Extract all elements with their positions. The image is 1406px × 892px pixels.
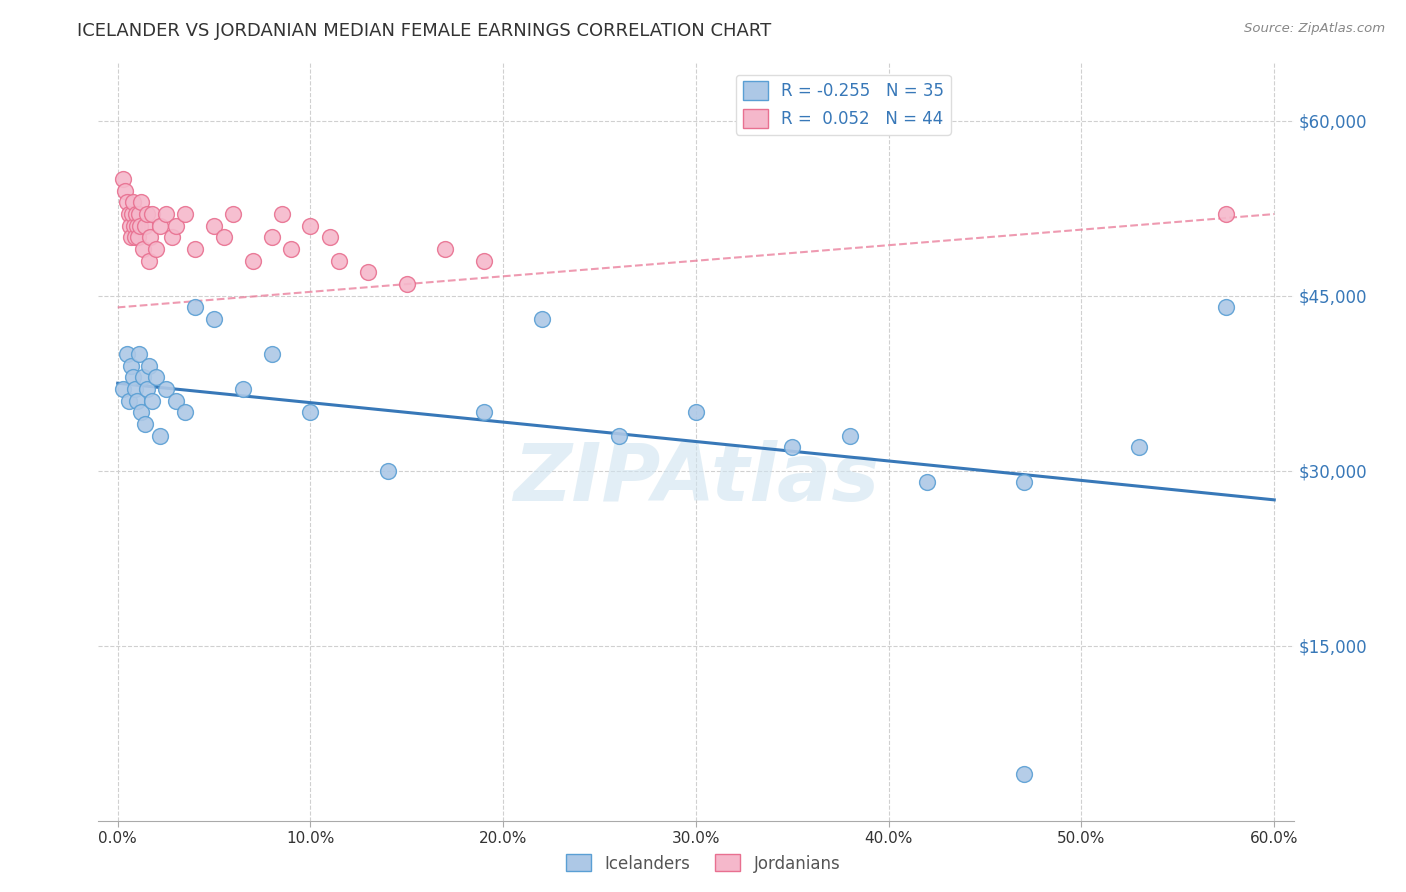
Point [160,230,183,244]
Point [128,219,150,233]
Text: Source: ZipAtlas.com: Source: ZipAtlas.com [1244,22,1385,36]
Point [138,253,160,268]
Point [222,207,245,221]
Point [114,184,136,198]
Point [1012,475,1035,490]
Point [299,405,322,419]
Point [141,207,163,221]
Point [149,428,172,442]
Point [117,195,139,210]
Point [135,207,157,221]
Point [299,219,322,233]
Point [260,230,283,244]
Point [270,207,292,221]
Point [118,393,141,408]
Point [472,405,495,419]
Point [122,195,145,210]
Legend: R = -0.255   N = 35, R =  0.052   N = 44: R = -0.255 N = 35, R = 0.052 N = 44 [735,75,950,135]
Point [120,230,142,244]
Point [155,382,177,396]
Point [280,242,302,256]
Point [134,417,156,431]
Point [782,441,804,455]
Point [122,219,145,233]
Text: ICELANDER VS JORDANIAN MEDIAN FEMALE EARNINGS CORRELATION CHART: ICELANDER VS JORDANIAN MEDIAN FEMALE EAR… [77,22,772,40]
Point [112,172,135,186]
Point [127,230,149,244]
Point [112,382,135,396]
Text: ZIPAtlas: ZIPAtlas [513,441,879,518]
Point [917,475,939,490]
Point [328,253,350,268]
Point [165,393,187,408]
Point [530,312,553,326]
Point [165,219,187,233]
Point [395,277,418,291]
Point [184,242,207,256]
Point [1128,441,1150,455]
Point [141,393,163,408]
Legend: Icelanders, Jordanians: Icelanders, Jordanians [560,847,846,880]
Point [174,207,197,221]
Point [145,370,167,384]
Point [839,428,862,442]
Point [1215,207,1237,221]
Point [139,230,162,244]
Point [138,359,160,373]
Point [155,207,177,221]
Point [202,219,225,233]
Point [242,253,264,268]
Point [121,207,143,221]
Point [184,301,207,315]
Point [125,219,148,233]
Point [132,242,155,256]
Point [128,207,150,221]
Point [124,382,146,396]
Point [1215,301,1237,315]
Point [134,219,156,233]
Point [607,428,630,442]
Point [149,219,172,233]
Point [434,242,457,256]
Point [232,382,254,396]
Point [120,359,142,373]
Point [212,230,235,244]
Point [124,230,146,244]
Point [125,207,148,221]
Point [129,195,152,210]
Point [472,253,495,268]
Point [135,382,157,396]
Point [202,312,225,326]
Point [122,370,145,384]
Point [117,347,139,361]
Point [174,405,197,419]
Point [685,405,707,419]
Point [129,405,152,419]
Point [319,230,342,244]
Point [260,347,283,361]
Point [120,219,142,233]
Point [357,265,380,279]
Point [132,370,155,384]
Point [118,207,141,221]
Point [145,242,167,256]
Point [1012,767,1035,781]
Point [125,393,148,408]
Point [377,464,399,478]
Point [128,347,150,361]
